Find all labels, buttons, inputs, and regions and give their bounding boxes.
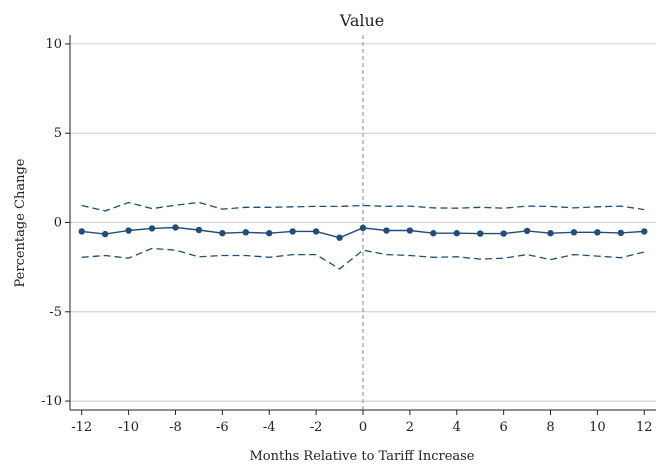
estimate-point: [242, 229, 249, 236]
estimate-point: [125, 227, 132, 234]
x-axis-label: Months Relative to Tariff Increase: [250, 449, 475, 464]
estimate-point: [383, 227, 390, 234]
estimate-point: [266, 230, 273, 237]
y-axis-label: Percentage Change: [13, 158, 28, 287]
lower-ci-line: [81, 247, 645, 270]
series-layer: [78, 201, 648, 270]
estimate-point: [547, 230, 554, 237]
y-tick-label: -10: [41, 394, 62, 409]
estimate-point: [641, 228, 648, 235]
x-tick-label: -4: [263, 420, 276, 435]
estimate-point: [148, 225, 156, 232]
x-tick-label: -8: [169, 420, 182, 435]
x-tick-label: 0: [359, 420, 367, 435]
estimate-point: [312, 228, 320, 235]
estimate-point: [78, 228, 85, 235]
estimate-point: [570, 229, 578, 236]
chart-title: Value: [339, 11, 385, 30]
estimate-point: [523, 227, 531, 235]
x-tick-label: -2: [310, 420, 323, 435]
x-tick-label: 2: [406, 420, 414, 435]
estimate-point: [617, 229, 625, 237]
y-tick-label: 5: [54, 126, 62, 141]
x-tick-label: -10: [118, 420, 139, 435]
y-tick-label: -5: [49, 305, 62, 320]
x-tick-label: 8: [546, 420, 554, 435]
x-tick-label: 6: [499, 420, 507, 435]
estimate-point: [336, 234, 343, 241]
x-tick-label: -6: [216, 420, 229, 435]
y-axis-ticks: 10 5 0 -5 -10: [41, 37, 70, 409]
estimate-point: [101, 230, 109, 238]
x-tick-label: 4: [453, 420, 461, 435]
estimate-point: [289, 228, 296, 235]
estimate-point: [430, 230, 437, 237]
upper-ci-line: [81, 201, 645, 212]
x-axis-ticks: -12 -10 -8 -6 -4 -2 0 2 4 6 8 10 12: [71, 410, 653, 435]
x-tick-label: 12: [636, 420, 653, 435]
gridlines: [70, 43, 656, 402]
estimate-point: [359, 224, 367, 232]
x-tick-label: -12: [71, 420, 92, 435]
estimate-point: [219, 230, 226, 237]
estimate-point: [453, 230, 460, 237]
estimate-point: [172, 224, 179, 231]
estimate-point: [406, 227, 414, 234]
estimate-point: [477, 230, 484, 237]
estimate-point: [195, 226, 203, 234]
x-tick-label: 10: [589, 420, 606, 435]
y-tick-label: 0: [54, 216, 62, 231]
estimate-point: [594, 229, 601, 236]
y-tick-label: 10: [45, 37, 62, 52]
estimate-point: [500, 230, 507, 237]
